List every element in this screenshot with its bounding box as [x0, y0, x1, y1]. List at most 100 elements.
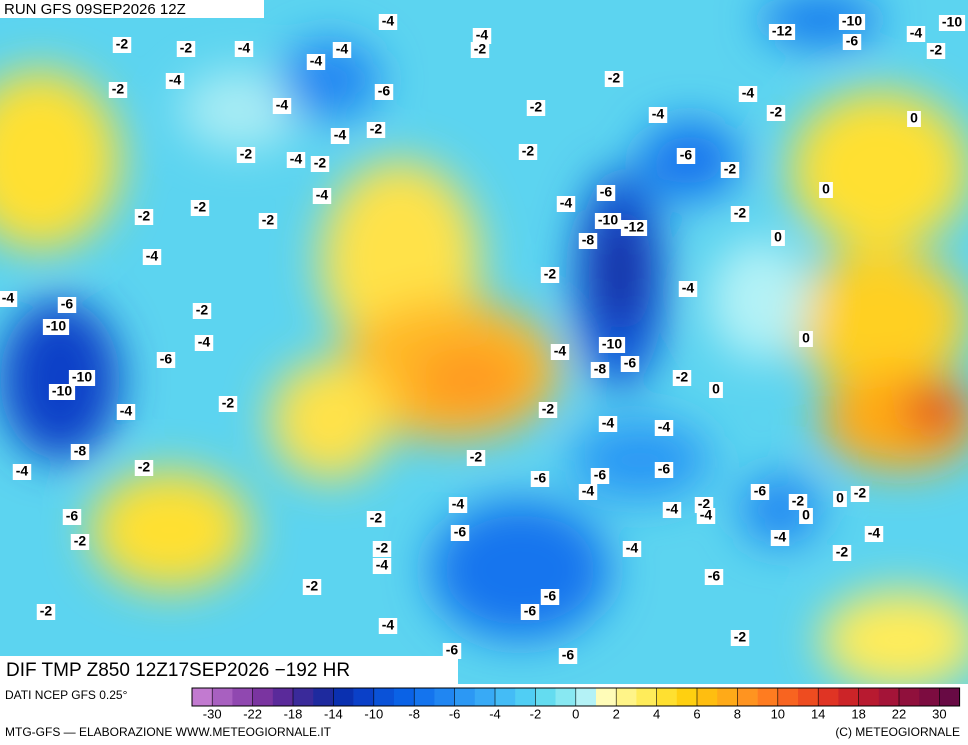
label-box — [192, 303, 212, 319]
label-value: -2 — [542, 401, 555, 417]
colorbar-swatch — [293, 688, 314, 706]
label-box — [156, 352, 176, 368]
label-value: -2 — [196, 302, 209, 318]
label-value: -4 — [198, 334, 211, 350]
colorbar-swatch — [575, 688, 597, 706]
label-value: -4 — [582, 483, 595, 499]
label-value: -4 — [382, 13, 395, 29]
label-value: -10 — [602, 336, 622, 352]
map-label: -2 — [470, 41, 490, 58]
label-value: -4 — [146, 248, 159, 264]
colorbar-tick-label: -8 — [408, 706, 420, 721]
map-label: -6 — [450, 524, 470, 541]
label-box — [938, 15, 966, 31]
colorbar-tick-label: 4 — [653, 706, 660, 721]
label-value: -4 — [310, 53, 323, 69]
map-label: -2 — [366, 510, 386, 527]
map-label: -4 — [662, 501, 682, 518]
map-label: 0 — [833, 490, 847, 507]
label-value: -2 — [854, 485, 867, 501]
label-box — [538, 402, 558, 418]
map-label: -4 — [165, 72, 185, 89]
map-label: -2 — [134, 459, 154, 476]
map-label: -2 — [788, 493, 808, 510]
label-box — [526, 100, 546, 116]
map-label: -4 — [272, 97, 292, 114]
label-value: -4 — [666, 501, 679, 517]
map-label: -2 — [190, 199, 210, 216]
label-box — [378, 618, 398, 634]
label-box — [540, 589, 560, 605]
label-box — [142, 249, 162, 265]
map-label: -4 — [378, 13, 398, 30]
map-background — [0, 0, 968, 684]
label-box — [696, 508, 716, 524]
label-value: -4 — [452, 496, 465, 512]
colorbar-swatch — [454, 688, 476, 706]
label-box — [842, 34, 862, 50]
colorbar-swatch — [192, 688, 213, 706]
map-label: -6 — [558, 647, 578, 664]
label-box — [590, 362, 610, 378]
colorbar-swatch — [656, 688, 678, 706]
map-label: -4 — [142, 248, 162, 265]
map-label: -2 — [538, 401, 558, 418]
colorbar-tick-label: 0 — [572, 706, 579, 721]
label-box — [654, 420, 674, 436]
colorbar-swatch — [636, 688, 657, 706]
colorbar-tick-label: -14 — [324, 706, 343, 721]
map-label: -6 — [842, 33, 862, 50]
header-box — [0, 0, 264, 18]
label-box — [366, 122, 386, 138]
map-label: -2 — [70, 533, 90, 550]
map-label: -8 — [70, 443, 90, 460]
label-box — [598, 416, 618, 432]
map-label: -2 — [466, 449, 486, 466]
colorbar-swatch — [212, 688, 233, 706]
label-value: -4 — [169, 72, 182, 88]
label-box — [648, 107, 668, 123]
label-value: -2 — [698, 496, 711, 512]
label-value: -6 — [846, 33, 859, 49]
label-box — [310, 156, 330, 172]
map-label: -2 — [108, 81, 128, 98]
map-label: 0 — [907, 110, 921, 127]
label-value: -6 — [160, 351, 173, 367]
colorbar-swatch — [495, 688, 516, 706]
colorbar-swatch — [878, 688, 900, 706]
label-box — [134, 209, 154, 225]
label-box — [530, 471, 550, 487]
colorbar-swatch — [555, 688, 577, 706]
label-value: 0 — [836, 490, 844, 506]
label-value: -2 — [138, 459, 151, 475]
map-label: -6 — [57, 296, 77, 313]
label-value: -10 — [842, 13, 862, 29]
label-box — [766, 105, 786, 121]
colorbar-swatch — [313, 688, 334, 706]
label-box — [366, 511, 386, 527]
map-label: -4 — [622, 540, 642, 557]
label-box — [112, 37, 132, 53]
label-box — [12, 464, 32, 480]
label-box — [236, 147, 256, 163]
map-label: -6 — [590, 467, 610, 484]
map-label: -2 — [218, 395, 238, 412]
label-value: -6 — [66, 508, 79, 524]
label-value: -4 — [382, 617, 395, 633]
label-value: 0 — [822, 181, 830, 197]
colorbar-swatch — [899, 688, 920, 706]
label-value: -2 — [530, 99, 543, 115]
label-box — [518, 144, 538, 160]
label-value: -2 — [112, 81, 125, 97]
label-value: -2 — [930, 42, 943, 58]
map-label: -2 — [372, 540, 392, 557]
label-box — [378, 14, 398, 30]
label-box — [750, 484, 770, 500]
label-box — [819, 182, 833, 198]
label-box — [108, 82, 128, 98]
label-value: -2 — [734, 629, 747, 645]
label-box — [302, 579, 322, 595]
map-label: -4 — [648, 106, 668, 123]
map-label: -6 — [156, 351, 176, 368]
